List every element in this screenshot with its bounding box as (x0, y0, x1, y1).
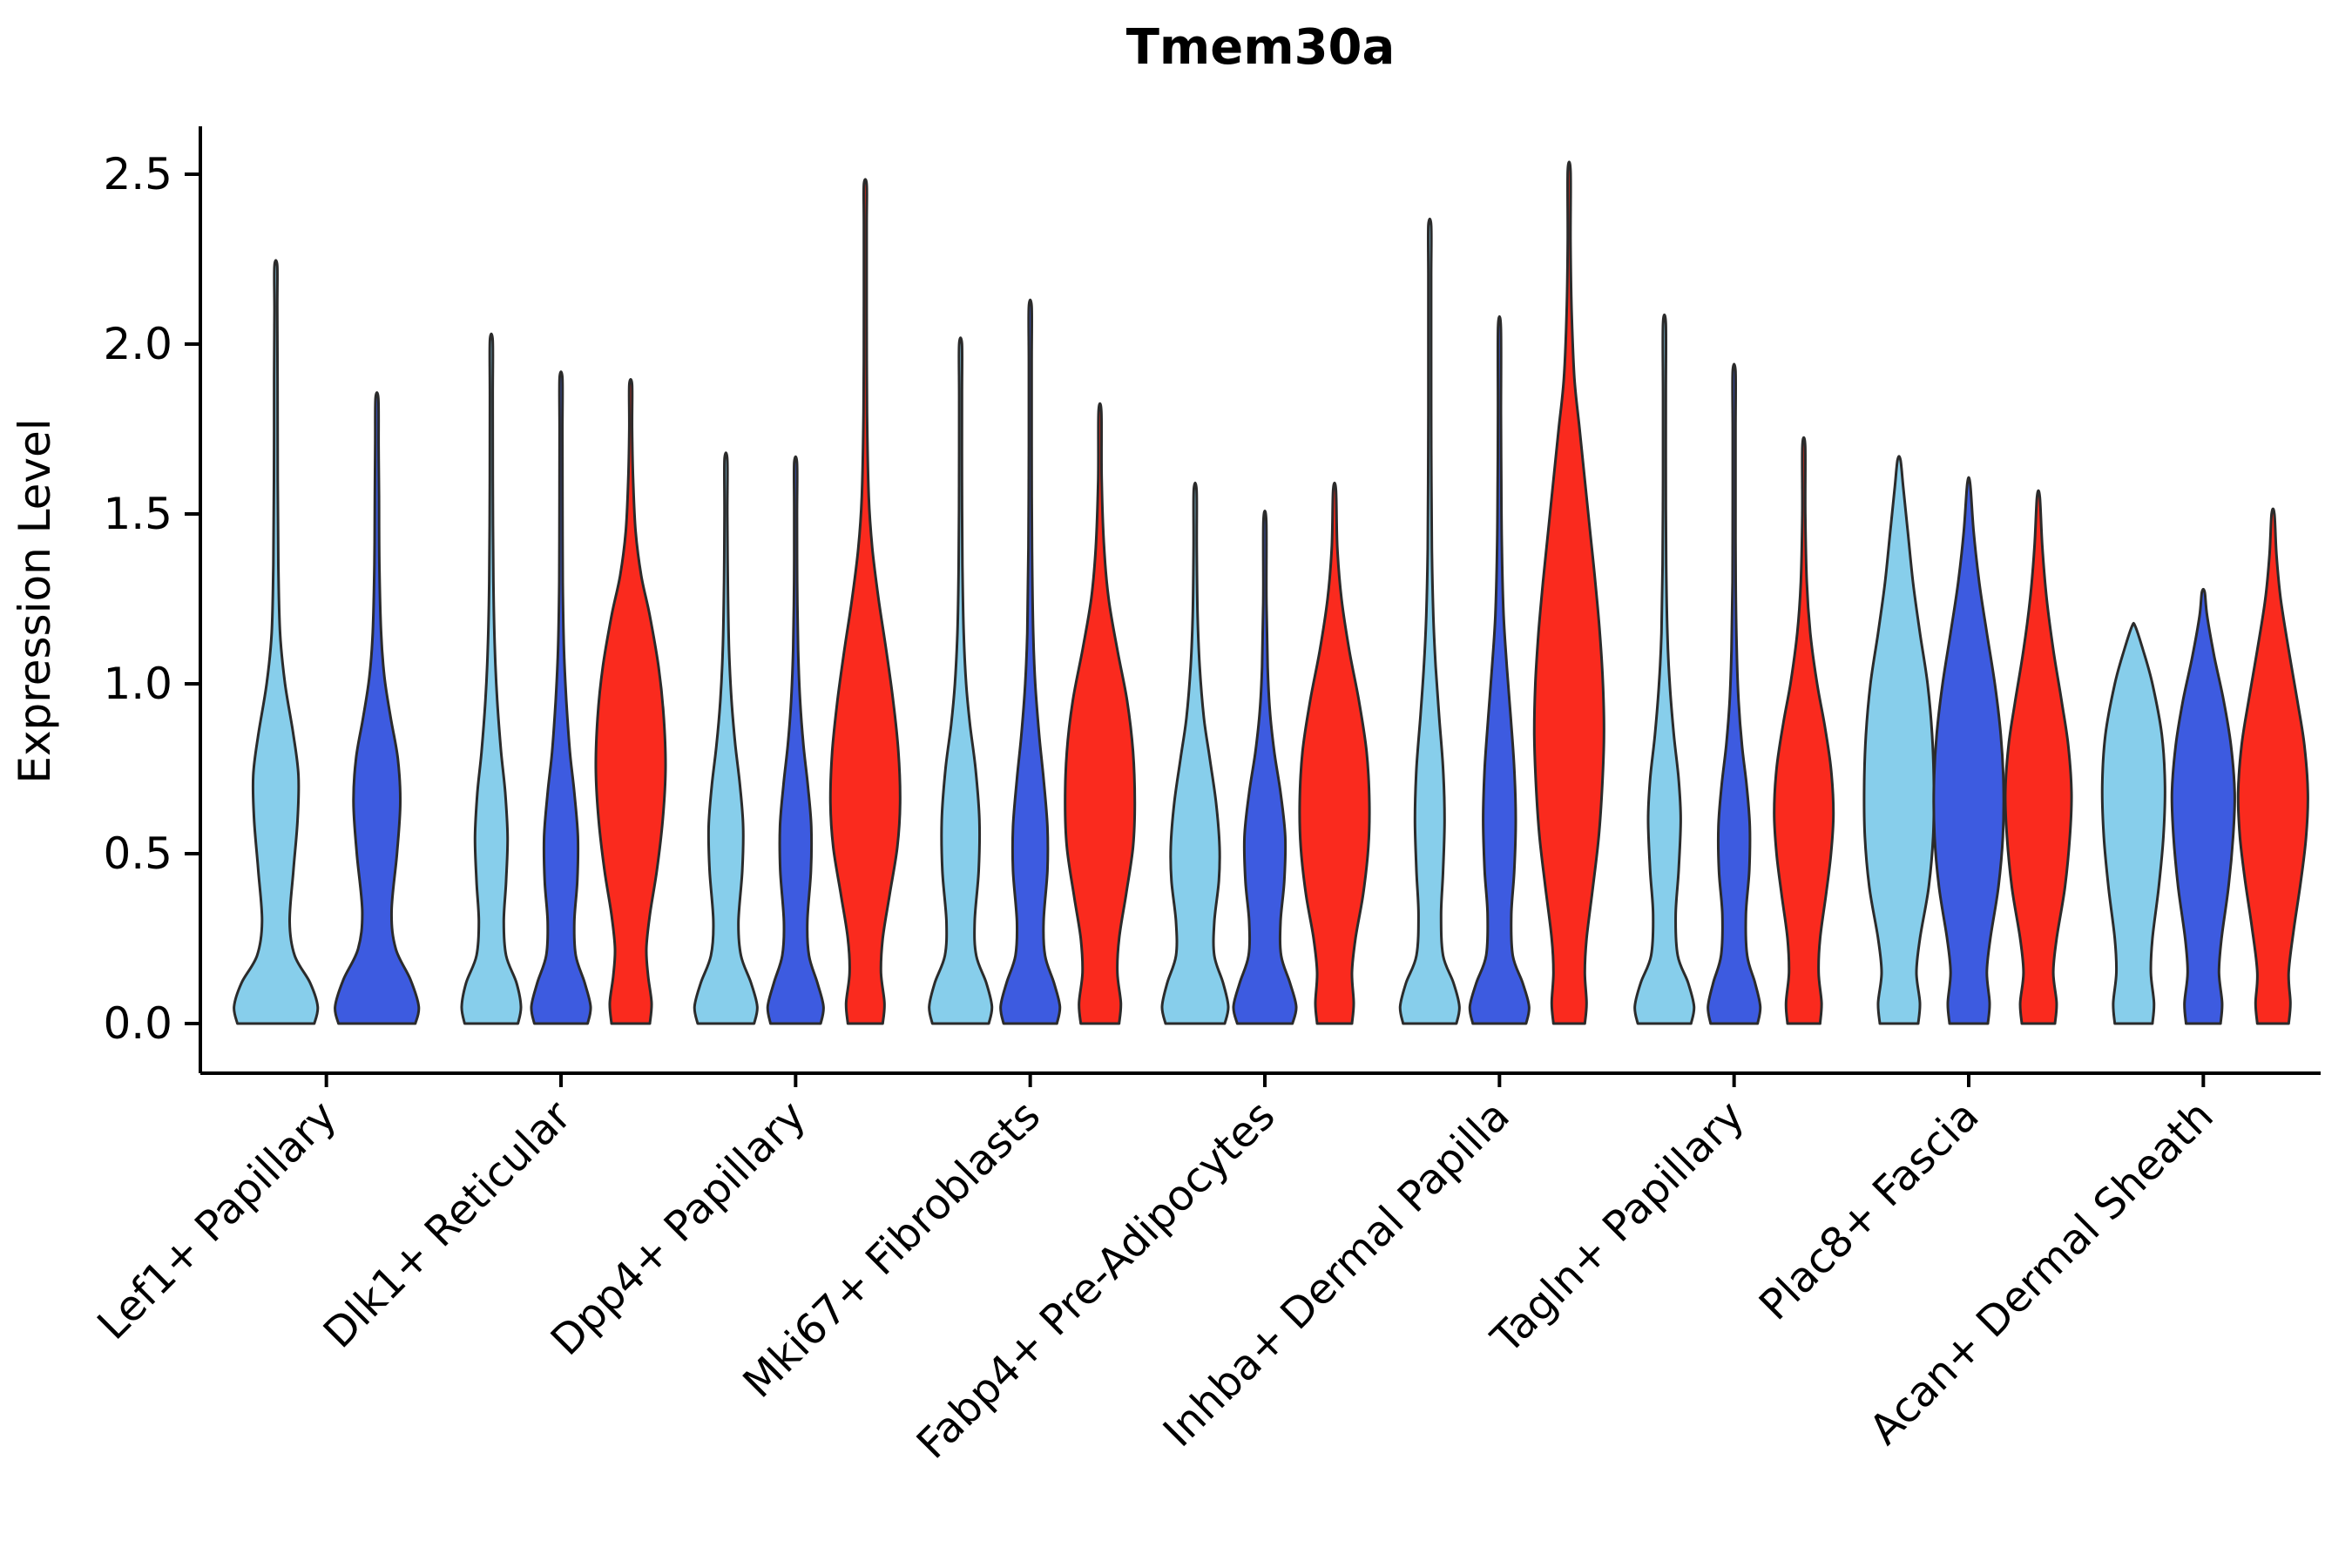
x-tick-label-2: Dpp4+ Papillary (542, 1092, 815, 1365)
violin-6-group-red (1773, 436, 1835, 1025)
violin-5-group-royalblue (1468, 314, 1531, 1025)
violin-5-group-red (1532, 160, 1605, 1025)
violin-8-group-royalblue (2170, 587, 2236, 1025)
violin-2-group-royalblue (766, 455, 825, 1025)
violin-3-group-royalblue (999, 298, 1062, 1025)
violin-1-group-royalblue (530, 370, 592, 1025)
y-tick-label-2: 1.0 (103, 659, 172, 709)
violin-8-group-lightblue (2100, 621, 2166, 1025)
violin-6-group-royalblue (1707, 362, 1762, 1025)
violin-0-group-lightblue (233, 259, 320, 1025)
violin-0-group-royalblue (334, 391, 421, 1025)
y-tick-label-4: 2.0 (103, 319, 172, 369)
violin-3-group-lightblue (928, 336, 994, 1025)
violin-4-group-royalblue (1232, 510, 1298, 1025)
x-tick-label-6: Tagln+ Papillary (1482, 1092, 1754, 1363)
violin-4-group-red (1298, 481, 1371, 1025)
violin-7-group-royalblue (1932, 476, 2005, 1025)
y-tick-label-1: 0.5 (103, 828, 172, 879)
violin-6-group-lightblue (1633, 313, 1696, 1025)
x-tick-label-7: Plac8+ Fascia (1750, 1092, 1989, 1330)
x-tick-label-0: Lef1+ Papillary (88, 1092, 346, 1349)
violin-4-group-lightblue (1160, 481, 1230, 1025)
violin-8-group-red (2236, 507, 2309, 1025)
x-tick-label-1: Dlk1+ Reticular (314, 1092, 581, 1358)
violin-2-group-lightblue (693, 451, 759, 1025)
violin-1-group-red (594, 378, 667, 1025)
y-tick-label-3: 1.5 (103, 489, 172, 539)
chart-title: Tmem30a (1125, 19, 1396, 76)
violin-7-group-lightblue (1862, 455, 1936, 1025)
violin-5-group-lightblue (1398, 217, 1461, 1025)
violin-3-group-red (1064, 402, 1137, 1025)
violin-7-group-red (2004, 489, 2073, 1025)
violin-1-group-lightblue (460, 332, 523, 1025)
violin-2-group-red (828, 178, 902, 1025)
y-tick-label-5: 2.5 (103, 149, 172, 199)
y-tick-label-0: 0.0 (103, 998, 172, 1049)
